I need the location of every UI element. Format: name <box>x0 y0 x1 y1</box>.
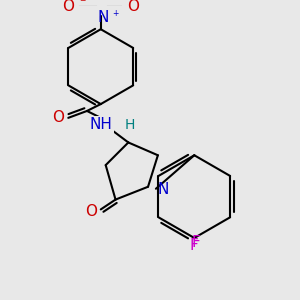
Text: N: N <box>158 182 169 197</box>
Text: O: O <box>52 110 64 125</box>
Text: NH: NH <box>89 117 112 132</box>
Text: F: F <box>192 235 201 250</box>
Text: N: N <box>97 10 108 25</box>
Text: F: F <box>190 238 199 253</box>
Text: $^+$: $^+$ <box>111 10 120 20</box>
Text: O: O <box>85 204 97 219</box>
Text: $^-$: $^-$ <box>78 0 87 9</box>
Text: O: O <box>127 0 139 14</box>
Text: O: O <box>62 0 74 14</box>
Text: H: H <box>124 118 135 132</box>
